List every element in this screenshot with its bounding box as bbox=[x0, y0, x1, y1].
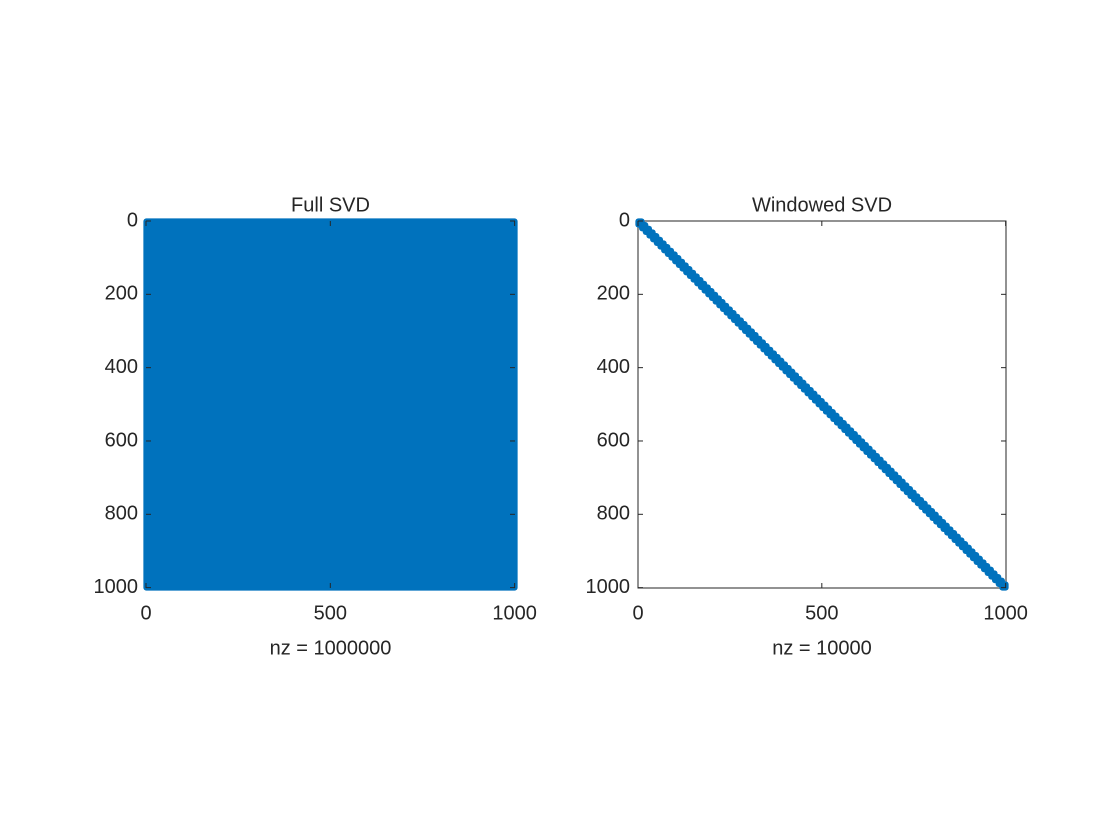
nonzero-block bbox=[143, 218, 518, 591]
y-tick-label: 400 bbox=[597, 356, 630, 378]
chart-title: Windowed SVD bbox=[752, 194, 892, 216]
x-tick-label: 1000 bbox=[983, 602, 1028, 624]
x-tick-label: 1000 bbox=[492, 602, 537, 624]
y-tick-label: 0 bbox=[127, 209, 138, 231]
y-tick-label: 200 bbox=[105, 283, 138, 305]
x-tick-label: 500 bbox=[314, 602, 347, 624]
y-tick-label: 1000 bbox=[586, 576, 631, 598]
x-axis-label: nz = 10000 bbox=[772, 637, 872, 659]
x-tick-label: 500 bbox=[805, 602, 838, 624]
y-tick-label: 800 bbox=[597, 503, 630, 525]
y-tick-label: 400 bbox=[105, 356, 138, 378]
x-tick-label: 0 bbox=[140, 602, 151, 624]
y-tick-label: 0 bbox=[619, 209, 630, 231]
x-tick-label: 0 bbox=[632, 602, 643, 624]
y-tick-label: 600 bbox=[105, 429, 138, 451]
y-tick-label: 600 bbox=[597, 429, 630, 451]
x-axis-label: nz = 1000000 bbox=[270, 637, 392, 659]
chart-title: Full SVD bbox=[291, 194, 370, 216]
y-tick-label: 800 bbox=[105, 503, 138, 525]
y-tick-label: 1000 bbox=[94, 576, 139, 598]
y-tick-label: 200 bbox=[597, 283, 630, 305]
